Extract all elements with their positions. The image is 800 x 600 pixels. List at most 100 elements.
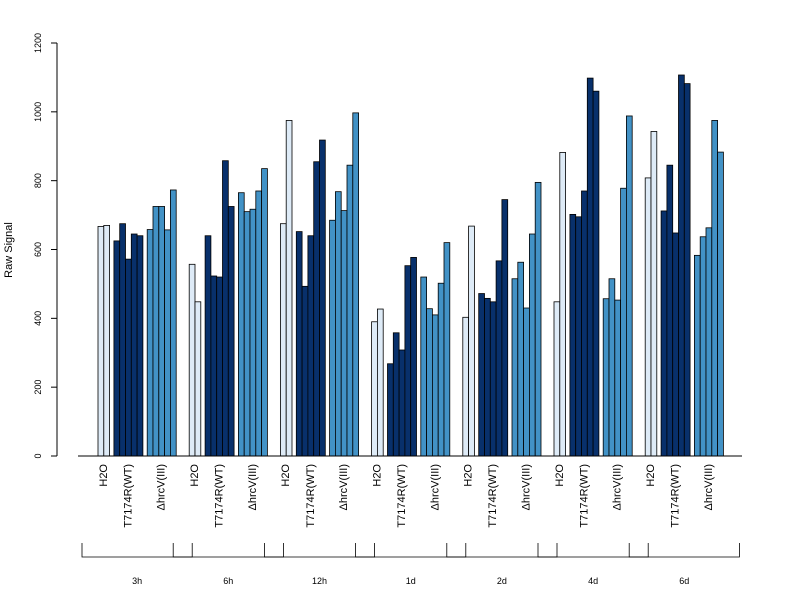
bar <box>495 260 503 457</box>
group-bracket <box>172 543 284 558</box>
bar <box>255 190 263 457</box>
bar <box>511 278 519 457</box>
bar <box>534 181 542 457</box>
bar <box>210 275 218 457</box>
bar <box>158 206 166 457</box>
y-tick-label: 0 <box>33 453 43 458</box>
bar <box>130 233 138 457</box>
x-category-label: ΔhrcV(III) <box>703 464 715 510</box>
bar <box>334 191 342 457</box>
x-category-label: T7174R(WT) <box>670 464 682 528</box>
bar <box>426 308 433 457</box>
bar <box>717 151 724 457</box>
bar <box>586 77 594 457</box>
bar <box>678 74 685 457</box>
x-category-label: ΔhrcV(III) <box>156 464 168 510</box>
group-bracket <box>264 543 375 558</box>
group-label: 4d <box>588 576 598 586</box>
bar <box>97 226 105 457</box>
bar <box>523 307 530 457</box>
group-bracket <box>628 543 740 558</box>
group-bracket <box>81 543 193 558</box>
group-bracket <box>446 543 558 558</box>
bar <box>484 297 491 457</box>
bar <box>478 293 485 457</box>
group-label: 6h <box>223 576 233 586</box>
bar <box>261 168 268 457</box>
bar <box>666 164 674 457</box>
bar <box>711 120 718 457</box>
bar <box>398 349 406 457</box>
bar <box>113 240 121 457</box>
bar <box>620 187 627 457</box>
x-category-labels: H2O T7174R(WT) ΔhrcV(III) H2O T7174R(WT) Δhrc… <box>98 464 715 528</box>
bar <box>404 265 412 457</box>
bar <box>295 231 303 457</box>
x-category-label: T7174R(WT) <box>578 464 590 528</box>
bar <box>569 213 577 457</box>
bar <box>517 261 524 457</box>
group-label: 3h <box>132 576 142 586</box>
bar <box>146 229 154 457</box>
y-tick-label: 400 <box>33 311 43 326</box>
bar <box>313 161 320 457</box>
bar <box>301 285 309 457</box>
bar <box>376 308 384 457</box>
bar <box>340 210 348 457</box>
group-label: 2d <box>497 576 507 586</box>
bar <box>699 236 707 457</box>
bar <box>644 177 652 457</box>
bar <box>443 242 451 457</box>
x-category-label: H2O <box>371 464 383 487</box>
bar <box>392 332 400 457</box>
group-label: 6d <box>679 576 689 586</box>
bar <box>307 235 315 457</box>
bar <box>136 235 144 457</box>
x-category-label: T7174R(WT) <box>305 464 317 528</box>
x-category-label: H2O <box>280 464 292 487</box>
bar <box>346 164 354 457</box>
bar <box>501 199 509 457</box>
group-bracket <box>537 543 649 558</box>
group-label: 12h <box>312 576 327 586</box>
x-category-label: ΔhrcV(III) <box>338 464 350 510</box>
bar <box>592 90 600 457</box>
bar <box>222 160 229 457</box>
bar <box>581 190 588 457</box>
bar <box>237 192 245 457</box>
bar <box>285 120 293 457</box>
bar <box>103 225 111 457</box>
x-category-label: T7174R(WT) <box>214 464 226 528</box>
y-axis-label: Raw Signal <box>3 222 15 278</box>
bar <box>705 227 713 457</box>
bar <box>216 276 223 457</box>
y-tick-label: 1000 <box>33 102 43 122</box>
bar <box>152 206 160 457</box>
bar <box>529 233 536 457</box>
bar <box>119 223 126 457</box>
group-brackets: 3h 6h 12h 1d 2d 4d 6d <box>81 543 740 586</box>
bar <box>410 257 417 457</box>
bar <box>683 83 691 457</box>
bar <box>602 298 610 457</box>
bar <box>329 219 336 457</box>
bar <box>694 254 701 457</box>
bar <box>188 263 196 457</box>
bar <box>249 208 257 457</box>
bar <box>319 139 326 457</box>
bar <box>462 316 469 457</box>
bar <box>650 131 658 457</box>
bar <box>194 301 202 457</box>
bar <box>125 258 132 457</box>
bar <box>559 152 566 457</box>
bar <box>164 229 171 457</box>
bar <box>420 276 427 457</box>
x-category-label: H2O <box>554 464 566 487</box>
bar <box>468 225 475 457</box>
bar <box>279 223 287 457</box>
bar <box>626 115 633 457</box>
bar <box>437 282 445 457</box>
x-category-label: T7174R(WT) <box>122 464 134 528</box>
group-label: 1d <box>406 576 416 586</box>
